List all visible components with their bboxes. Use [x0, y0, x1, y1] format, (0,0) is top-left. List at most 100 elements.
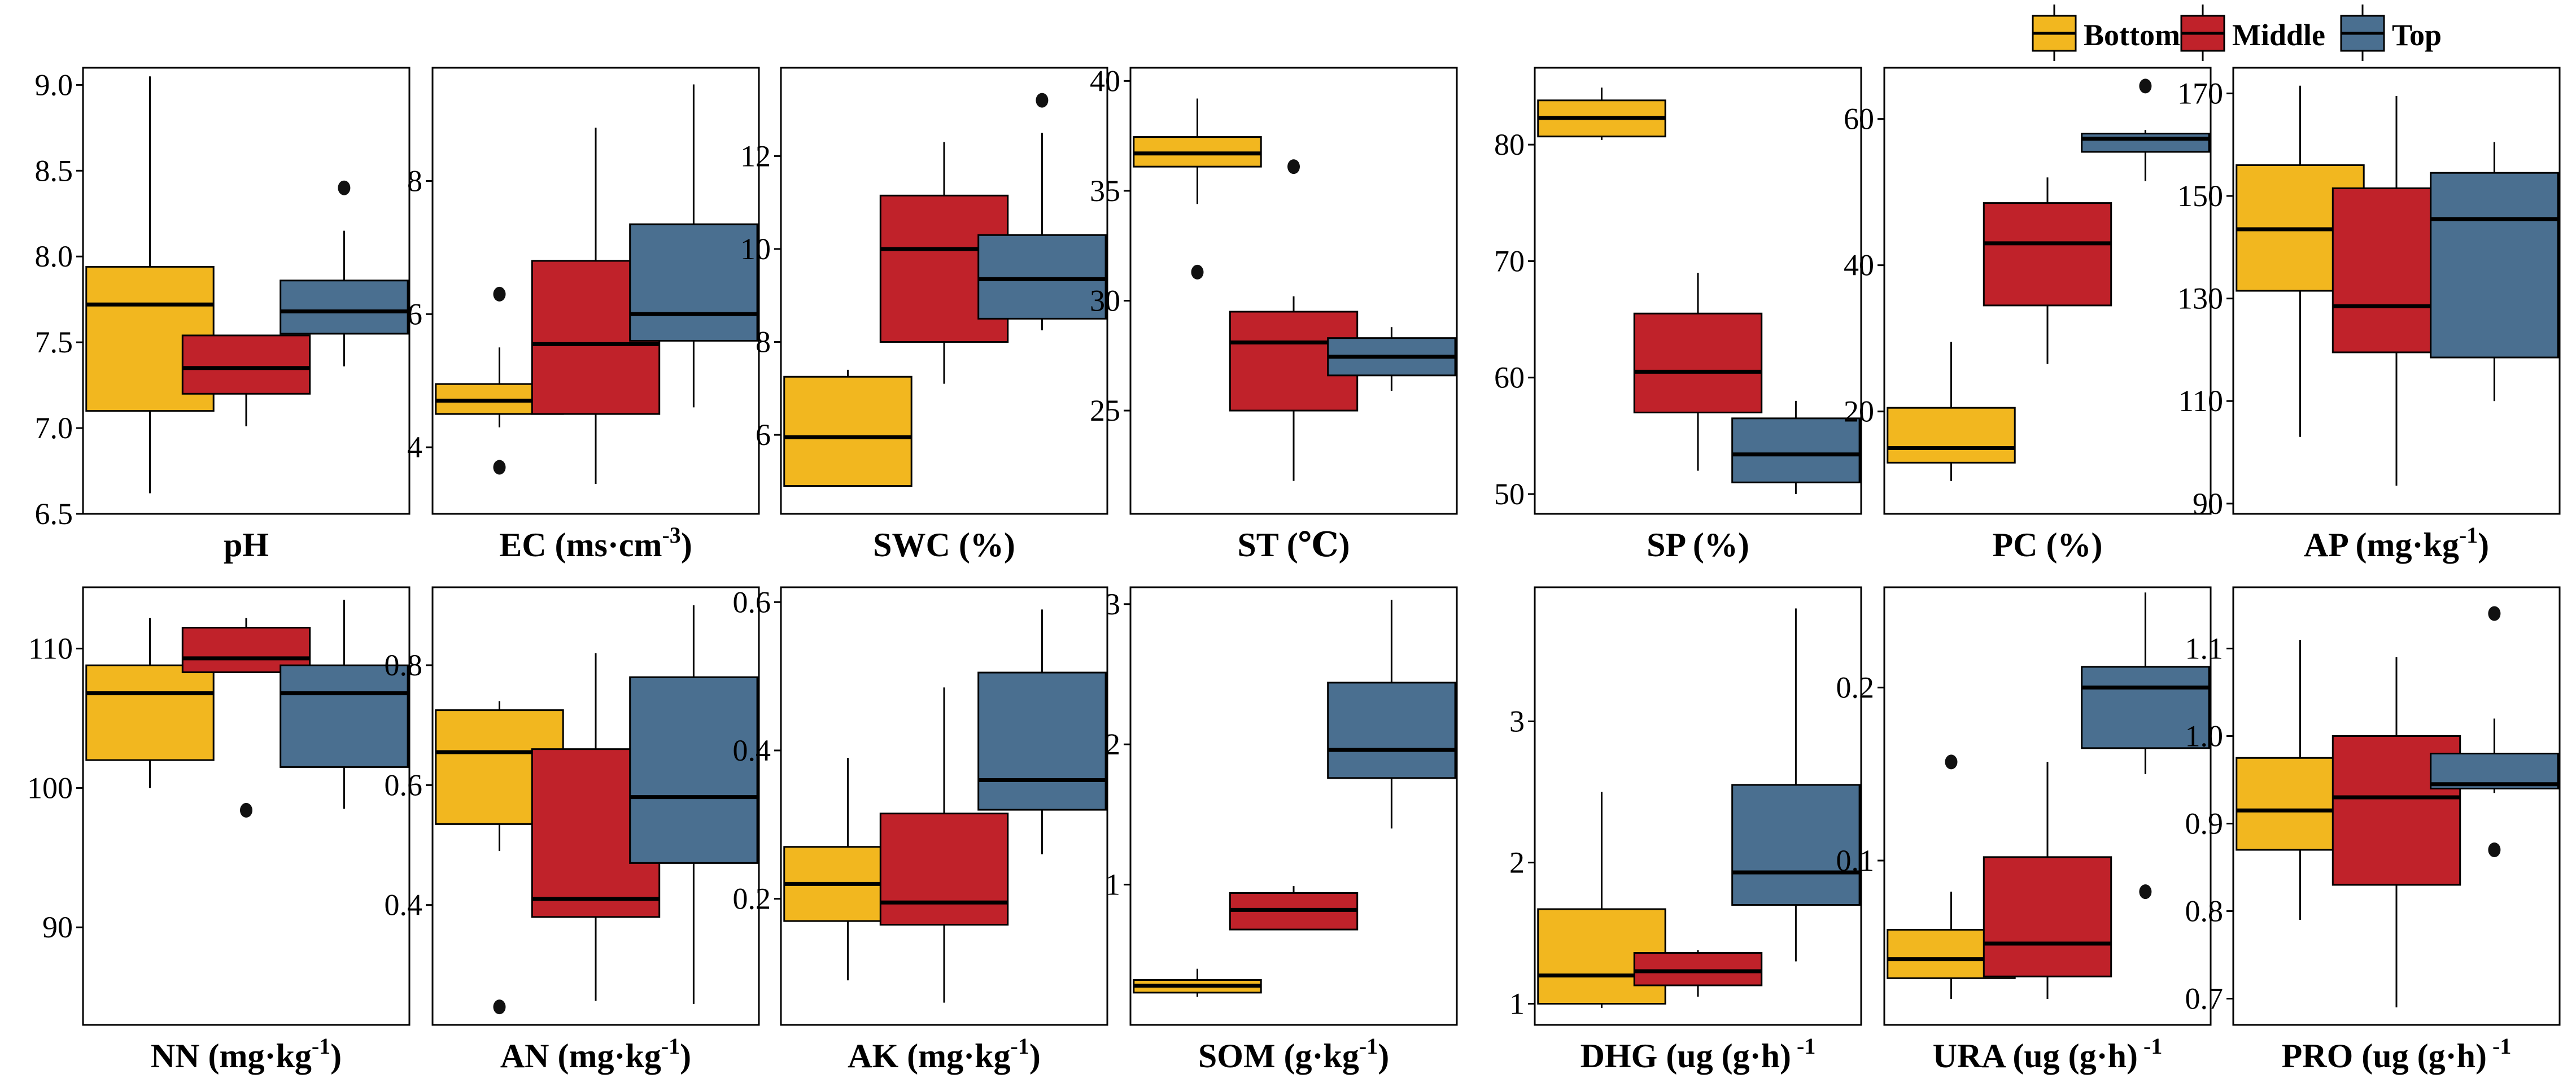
- y-tick-label: 50: [1494, 477, 1525, 511]
- box-top: [2430, 142, 2559, 401]
- y-tick-label: 0.4: [733, 734, 771, 767]
- box-body: [1731, 417, 1861, 483]
- legend-label: Bottom: [2084, 18, 2180, 52]
- panel-label: AN (mg·kg-1): [500, 1033, 691, 1075]
- panel-swc: 6 8 10 12 SWC (%): [740, 67, 1108, 564]
- box-top: [1327, 327, 1456, 391]
- panel-frame: [2232, 67, 2561, 515]
- panel-frame: [780, 67, 1108, 515]
- box-top: [2081, 592, 2210, 900]
- panel-som: 1 2 3 SOM (g·kg-1): [1105, 586, 1458, 1075]
- y-tick-label: 7.5: [35, 325, 73, 359]
- y-tick-label: 3: [1105, 587, 1120, 621]
- panel-label: PRO (ug (g·h) -1: [2282, 1033, 2512, 1075]
- y-tick-label: 1.1: [2185, 632, 2224, 666]
- y-tick-label: 3: [1509, 705, 1525, 739]
- y-tick-label: 10: [740, 232, 771, 266]
- box-body: [629, 223, 758, 342]
- box-middle: [181, 334, 311, 427]
- box-body: [629, 676, 758, 864]
- y-tick-label: 20: [1844, 395, 1874, 429]
- y-tick-label: 35: [1090, 174, 1120, 208]
- box-top: [1731, 400, 1861, 494]
- box-bottom: [1133, 98, 1262, 280]
- y-tick-label: 130: [2177, 282, 2223, 316]
- panel-label: DHG (ug (g·h) -1: [1580, 1033, 1816, 1075]
- y-tick-label: 25: [1090, 394, 1120, 427]
- box-body: [2081, 666, 2210, 749]
- outlier-point: [493, 999, 506, 1015]
- box-middle: [1229, 886, 1359, 931]
- box-body: [1887, 407, 2016, 464]
- y-tick-label: 8: [407, 164, 422, 198]
- panel-label: EC (ms·cm-3): [499, 522, 692, 564]
- y-tick-label: 30: [1090, 284, 1120, 318]
- box-body: [85, 664, 215, 761]
- outlier-point: [1191, 264, 1204, 280]
- y-tick-label: 2: [1105, 727, 1120, 761]
- panel-label: URA (ug (g·h) -1: [1933, 1033, 2163, 1075]
- y-tick-label: 40: [1844, 248, 1874, 282]
- box-top: [629, 84, 758, 408]
- box-middle: [1633, 950, 1763, 997]
- y-tick-label: 0.9: [2185, 807, 2224, 841]
- box-bottom: [1537, 88, 1666, 140]
- y-tick-label: 1: [1509, 987, 1525, 1021]
- outlier-point: [2488, 842, 2501, 857]
- box-bottom: [783, 369, 912, 487]
- outlier-point: [2139, 884, 2152, 900]
- box-top: [2430, 606, 2559, 857]
- y-tick-label: 90: [42, 910, 73, 944]
- outlier-point: [493, 460, 506, 475]
- y-tick-label: 0.6: [733, 585, 771, 619]
- y-tick-label: 100: [27, 771, 73, 805]
- box-bottom: [1133, 968, 1262, 997]
- panel-nn: 90 100 110 NN (mg·kg-1): [27, 586, 411, 1075]
- box-body: [879, 813, 1009, 926]
- y-tick-label: 170: [2177, 76, 2223, 110]
- legend: Bottom Middle Top: [2032, 5, 2442, 61]
- box-body: [1633, 312, 1763, 414]
- panel-sp: 50 60 70 80 SP (%): [1494, 67, 1862, 564]
- y-tick-label: 0.2: [733, 882, 771, 916]
- y-tick-label: 6.5: [35, 497, 73, 531]
- panel-pro: 0.7 0.8 0.9 1.0 1.1 PRO (ug (g·h) -1: [2185, 586, 2561, 1075]
- y-tick-label: 8.5: [35, 154, 73, 187]
- outlier-point: [2488, 606, 2501, 621]
- box-body: [280, 280, 409, 335]
- box-top: [977, 609, 1107, 854]
- panel-ap: 90 110 130 150 170 AP (mg·kg-1): [2177, 67, 2561, 564]
- box-top: [1327, 600, 1456, 829]
- panel-frame: [82, 586, 411, 1026]
- panel-frame: [82, 67, 411, 515]
- panel-frame: [780, 586, 1108, 1026]
- outlier-point: [493, 286, 506, 302]
- box-body: [1327, 682, 1456, 779]
- box-top: [280, 600, 409, 809]
- y-tick-label: 150: [2177, 179, 2223, 213]
- y-tick-label: 1: [1105, 868, 1120, 902]
- y-tick-label: 4: [407, 430, 422, 464]
- y-tick-label: 80: [1494, 128, 1525, 161]
- panel-ak: 0.2 0.4 0.6 AK (mg·kg-1): [733, 585, 1108, 1075]
- outlier-point: [1945, 754, 1958, 770]
- box-body: [1983, 856, 2112, 977]
- outlier-point: [338, 180, 351, 195]
- y-tick-label: 0.8: [385, 648, 423, 682]
- y-tick-label: 70: [1494, 244, 1525, 278]
- legend-item-top: Top: [2340, 5, 2442, 61]
- box-body: [2081, 133, 2210, 153]
- panel-pc: 20 40 60 PC (%): [1844, 67, 2212, 564]
- legend-item-bottom: Bottom: [2032, 5, 2180, 61]
- box-body: [1731, 784, 1861, 906]
- panel-dhg: 1 2 3 DHG (ug (g·h) -1: [1509, 586, 1862, 1075]
- legend-item-middle: Middle: [2180, 5, 2325, 61]
- panel-label: SP (%): [1647, 526, 1749, 564]
- y-tick-label: 1.0: [2185, 719, 2224, 753]
- outlier-point: [1036, 93, 1049, 108]
- y-tick-label: 110: [2178, 384, 2223, 418]
- y-tick-label: 0.8: [2185, 894, 2224, 928]
- panel-label: SWC (%): [873, 526, 1015, 564]
- panel-ph: 6.5 7.0 7.5 8.0 8.5 9.0 pH: [35, 67, 411, 564]
- box-body: [977, 234, 1107, 320]
